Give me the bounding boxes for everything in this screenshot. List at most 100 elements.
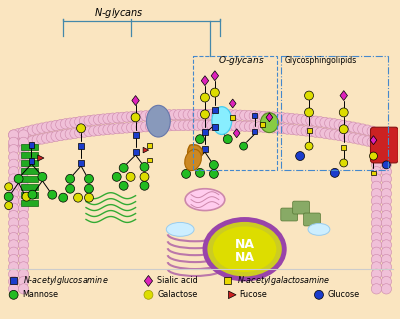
Circle shape — [230, 121, 240, 131]
Ellipse shape — [213, 226, 276, 272]
Circle shape — [136, 122, 146, 132]
Circle shape — [79, 127, 90, 137]
Circle shape — [74, 128, 85, 138]
Circle shape — [371, 145, 382, 155]
Circle shape — [8, 174, 19, 184]
Circle shape — [174, 120, 184, 131]
Circle shape — [244, 110, 255, 121]
Circle shape — [278, 113, 288, 123]
Circle shape — [8, 218, 19, 228]
Circle shape — [310, 127, 321, 137]
Polygon shape — [371, 171, 376, 175]
Circle shape — [84, 115, 94, 126]
Circle shape — [381, 137, 392, 147]
Polygon shape — [202, 146, 208, 152]
Circle shape — [18, 189, 29, 199]
Circle shape — [145, 110, 156, 121]
Circle shape — [8, 284, 19, 294]
Circle shape — [126, 122, 137, 133]
Circle shape — [22, 192, 31, 201]
Circle shape — [381, 225, 392, 235]
Polygon shape — [229, 99, 236, 108]
Circle shape — [5, 183, 13, 191]
Circle shape — [164, 110, 174, 120]
Circle shape — [117, 123, 127, 133]
Circle shape — [197, 109, 208, 120]
Circle shape — [18, 167, 29, 177]
Circle shape — [315, 128, 326, 138]
Circle shape — [381, 174, 392, 184]
Circle shape — [59, 193, 68, 202]
Circle shape — [358, 135, 368, 145]
Circle shape — [339, 108, 348, 117]
Circle shape — [263, 112, 274, 122]
Circle shape — [8, 130, 19, 140]
Circle shape — [340, 159, 348, 167]
Circle shape — [60, 119, 71, 129]
Circle shape — [18, 262, 29, 272]
Circle shape — [8, 167, 19, 177]
Circle shape — [131, 122, 142, 132]
Circle shape — [51, 120, 61, 130]
Circle shape — [79, 116, 90, 126]
Circle shape — [371, 152, 382, 162]
Polygon shape — [230, 115, 235, 120]
Circle shape — [221, 121, 231, 131]
Polygon shape — [143, 147, 149, 153]
Bar — [281, 56, 388, 170]
Circle shape — [371, 225, 382, 235]
Circle shape — [249, 122, 260, 132]
Polygon shape — [252, 113, 257, 118]
Circle shape — [8, 196, 19, 206]
Circle shape — [353, 123, 363, 133]
Circle shape — [315, 117, 326, 127]
Circle shape — [46, 132, 56, 142]
Circle shape — [371, 247, 382, 257]
Circle shape — [8, 276, 19, 287]
Circle shape — [371, 137, 382, 147]
Circle shape — [37, 123, 47, 133]
Circle shape — [268, 112, 278, 122]
Ellipse shape — [205, 219, 284, 279]
Circle shape — [301, 126, 311, 136]
Circle shape — [371, 181, 382, 191]
Circle shape — [76, 124, 86, 133]
Text: $N$-acetylglucosamine: $N$-acetylglucosamine — [22, 274, 108, 287]
Circle shape — [18, 152, 29, 162]
Text: Glucose: Glucose — [328, 290, 360, 299]
Circle shape — [381, 284, 392, 294]
Circle shape — [371, 167, 382, 177]
Circle shape — [182, 169, 190, 178]
Circle shape — [381, 189, 392, 199]
Circle shape — [381, 255, 392, 265]
Circle shape — [282, 113, 292, 123]
Circle shape — [254, 111, 264, 121]
Circle shape — [278, 123, 288, 134]
Circle shape — [8, 240, 19, 250]
Circle shape — [13, 139, 24, 150]
Circle shape — [210, 169, 218, 178]
Polygon shape — [370, 136, 377, 145]
Circle shape — [196, 168, 204, 177]
Ellipse shape — [185, 149, 201, 171]
Circle shape — [334, 119, 344, 130]
Circle shape — [84, 174, 94, 183]
Text: Sialic acid: Sialic acid — [157, 277, 198, 286]
Circle shape — [131, 113, 140, 122]
Circle shape — [381, 276, 392, 287]
Circle shape — [14, 174, 23, 183]
FancyBboxPatch shape — [281, 208, 298, 221]
Circle shape — [210, 160, 218, 169]
Circle shape — [174, 109, 184, 120]
Circle shape — [42, 133, 52, 143]
Circle shape — [301, 115, 311, 125]
Circle shape — [211, 109, 222, 120]
Polygon shape — [202, 129, 208, 135]
Circle shape — [371, 233, 382, 243]
Circle shape — [18, 137, 29, 147]
Circle shape — [18, 225, 29, 235]
Circle shape — [196, 135, 204, 144]
Circle shape — [292, 114, 302, 124]
Polygon shape — [147, 158, 152, 162]
Circle shape — [320, 128, 330, 138]
